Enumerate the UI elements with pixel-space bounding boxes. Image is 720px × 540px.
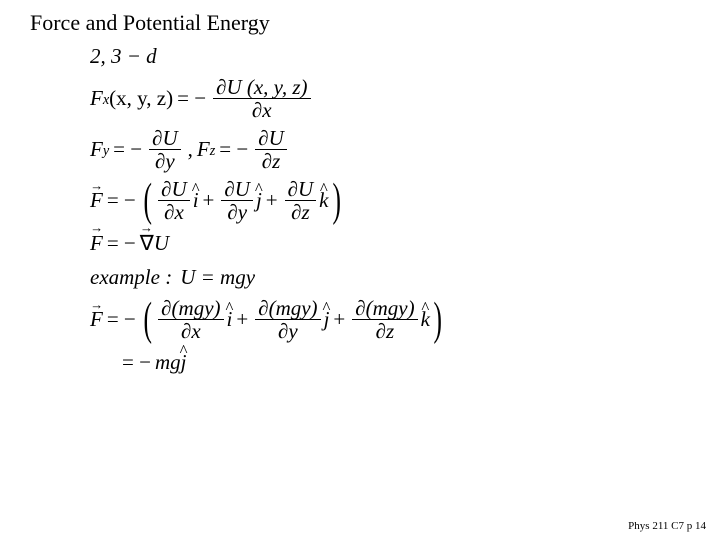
fz-den: ∂z xyxy=(259,150,284,172)
j-hat: j xyxy=(256,190,262,211)
k-hat: k xyxy=(319,190,328,211)
ex-f3: ∂(mgy) ∂z xyxy=(352,297,417,342)
fvec-F: F xyxy=(90,190,103,211)
fvec-f1: ∂U ∂x xyxy=(158,178,190,223)
fy-eq: = − xyxy=(109,139,146,160)
fvec-n1: ∂U xyxy=(158,178,190,201)
nabla-icon: ∇ xyxy=(140,233,154,254)
fz-eq: = − xyxy=(215,139,252,160)
fy-frac: ∂U ∂y xyxy=(149,127,181,172)
fy-num: ∂U xyxy=(149,127,181,150)
fvec-p2: + xyxy=(262,190,282,211)
fy-comma: , xyxy=(184,139,197,160)
i-hat: i xyxy=(193,190,199,211)
ex-n1: ∂(mgy) xyxy=(158,297,223,320)
dim-note: 2, 3 − d xyxy=(90,42,690,70)
fx-F: F xyxy=(90,88,103,109)
fvec-n3: ∂U xyxy=(285,178,317,201)
fvec-paren: ( ∂U ∂x i + ∂U ∂y j + ∂U ∂z k ) xyxy=(140,178,344,223)
dim-text: 2, 3 − d xyxy=(90,46,157,67)
eq-fy-fz: Fy = − ∂U ∂y , Fz = − ∂U ∂z xyxy=(90,127,690,172)
lparen-icon: ( xyxy=(143,182,151,219)
eq-example-expand: F = − ( ∂(mgy) ∂x i + ∂(mgy) ∂y j + ∂(mg… xyxy=(90,297,690,342)
res-eq: = − xyxy=(118,352,155,373)
fvec-d2: ∂y xyxy=(224,201,250,223)
example-eq: U = mgy xyxy=(180,267,255,288)
fx-den: ∂x xyxy=(249,99,275,121)
fz-sub: z xyxy=(210,144,216,158)
fx-sub: x xyxy=(103,93,109,107)
grad-U: U xyxy=(154,233,169,254)
fvec-eq: = − xyxy=(103,190,140,211)
ex-n3: ∂(mgy) xyxy=(352,297,417,320)
fy-sub: y xyxy=(103,144,109,158)
ex-f2: ∂(mgy) ∂y xyxy=(255,297,320,342)
fvec-p1: + xyxy=(199,190,219,211)
fz-F: F xyxy=(197,139,210,160)
fx-frac: ∂U (x, y, z) ∂x xyxy=(213,76,310,121)
slide-footer: Phys 211 C7 p 14 xyxy=(628,520,706,532)
math-content: 2, 3 − d Fx(x, y, z) = − ∂U (x, y, z) ∂x… xyxy=(30,42,690,376)
ex-d3: ∂z xyxy=(373,320,398,342)
ex-d2: ∂y xyxy=(275,320,301,342)
fz-num: ∂U xyxy=(255,127,287,150)
fvec-f3: ∂U ∂z xyxy=(285,178,317,223)
eq-fx: Fx(x, y, z) = − ∂U (x, y, z) ∂x xyxy=(90,76,690,121)
example-label: example : xyxy=(90,267,172,288)
ex-i-hat: i xyxy=(227,309,233,330)
fvec-d1: ∂x xyxy=(161,201,187,223)
fy-den: ∂y xyxy=(152,150,178,172)
res-mg: mg xyxy=(155,352,181,373)
ex-n2: ∂(mgy) xyxy=(255,297,320,320)
fx-args: (x, y, z) xyxy=(109,88,173,109)
grad-eq: = − xyxy=(103,233,140,254)
ex-F: F xyxy=(90,309,103,330)
fvec-f2: ∂U ∂y xyxy=(221,178,253,223)
eq-result: = − mgj xyxy=(90,348,690,376)
fvec-n2: ∂U xyxy=(221,178,253,201)
grad-F: F xyxy=(90,233,103,254)
rparen2-icon: ) xyxy=(433,301,441,338)
fx-eq: = − xyxy=(173,88,210,109)
fz-frac: ∂U ∂z xyxy=(255,127,287,172)
slide-page: Force and Potential Energy 2, 3 − d Fx(x… xyxy=(0,0,720,376)
eq-grad: F = − ∇ U xyxy=(90,229,690,257)
fy-F: F xyxy=(90,139,103,160)
rpar0-ead-icon: ) xyxy=(332,182,340,219)
eq-fvec: F = − ( ∂U ∂x i + ∂U ∂y j + ∂U ∂z xyxy=(90,178,690,223)
fvec-d3: ∂z xyxy=(288,201,313,223)
ex-j-hat: j xyxy=(324,309,330,330)
ex-f1: ∂(mgy) ∂x xyxy=(158,297,223,342)
ex-eq: = − xyxy=(103,309,140,330)
page-title: Force and Potential Energy xyxy=(30,10,690,36)
fx-num: ∂U (x, y, z) xyxy=(213,76,310,99)
ex-p1: + xyxy=(232,309,252,330)
example-line: example : U = mgy xyxy=(90,263,690,291)
ex-p2: + xyxy=(329,309,349,330)
lparen2-icon: ( xyxy=(143,301,151,338)
ex-d1: ∂x xyxy=(178,320,204,342)
res-j-hat: j xyxy=(181,352,187,373)
ex-k-hat: k xyxy=(421,309,430,330)
ex-paren: ( ∂(mgy) ∂x i + ∂(mgy) ∂y j + ∂(mgy) ∂z … xyxy=(140,297,446,342)
